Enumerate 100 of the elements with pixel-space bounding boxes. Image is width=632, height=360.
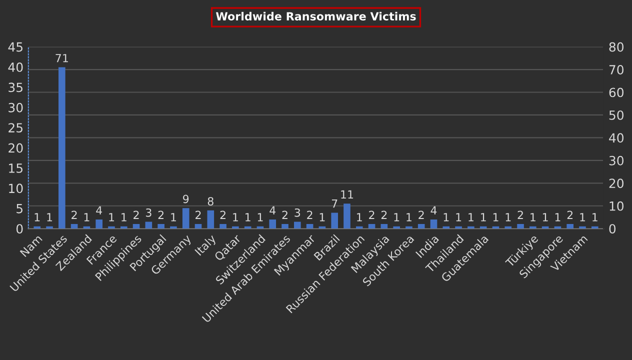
data-label: 1 bbox=[468, 213, 474, 222]
data-label: 4 bbox=[430, 206, 437, 214]
y2-tick-label: 70 bbox=[609, 64, 624, 74]
bar bbox=[591, 226, 598, 229]
data-label: 1 bbox=[47, 213, 52, 222]
bar bbox=[145, 222, 152, 229]
chart-title: Worldwide Ransomware Victims bbox=[216, 12, 416, 21]
bar bbox=[344, 204, 350, 229]
data-label: 4 bbox=[96, 206, 102, 214]
data-label: 1 bbox=[246, 213, 250, 222]
bar bbox=[282, 224, 288, 229]
data-label: 2 bbox=[418, 210, 424, 219]
data-label: 1 bbox=[542, 213, 548, 222]
bar bbox=[566, 224, 574, 229]
data-label: 7 bbox=[332, 200, 338, 208]
bar bbox=[468, 226, 474, 229]
data-label: 2 bbox=[307, 210, 312, 219]
bar bbox=[232, 226, 239, 229]
y2-tick-label: 30 bbox=[609, 156, 624, 166]
y-tick-label: 0 bbox=[16, 224, 23, 234]
data-label: 11 bbox=[341, 190, 354, 199]
data-label: 1 bbox=[357, 213, 362, 222]
data-label: 4 bbox=[270, 206, 276, 214]
y-tick-label: 35 bbox=[8, 82, 22, 92]
bar bbox=[504, 226, 512, 229]
bar bbox=[182, 208, 190, 229]
data-label: 71 bbox=[56, 54, 68, 62]
bar bbox=[58, 67, 66, 229]
y-tick-label: 45 bbox=[8, 42, 22, 52]
data-label: 1 bbox=[122, 213, 126, 222]
bar bbox=[393, 226, 400, 229]
data-label: 1 bbox=[456, 213, 462, 222]
data-label: 1 bbox=[34, 213, 40, 222]
data-label: 2 bbox=[381, 210, 387, 219]
y-tick-label: 20 bbox=[8, 143, 23, 153]
data-label: 1 bbox=[530, 213, 536, 222]
y2-tick-label: 20 bbox=[609, 178, 624, 188]
data-label: 1 bbox=[320, 213, 325, 222]
data-label: 1 bbox=[84, 213, 90, 222]
bar bbox=[442, 226, 450, 229]
y2-tick-label: 10 bbox=[610, 201, 624, 211]
data-label: 1 bbox=[394, 213, 400, 222]
bar bbox=[194, 224, 202, 229]
bar bbox=[207, 210, 214, 229]
data-label: 1 bbox=[592, 213, 598, 222]
y-tick-label: 10 bbox=[9, 184, 23, 194]
data-label: 8 bbox=[208, 197, 214, 206]
bar bbox=[120, 226, 128, 229]
data-label: 2 bbox=[369, 210, 374, 219]
data-label: 1 bbox=[444, 213, 449, 222]
data-label: 2 bbox=[158, 210, 164, 219]
data-label: 1 bbox=[233, 213, 238, 222]
bar bbox=[380, 224, 388, 229]
data-label: 1 bbox=[171, 213, 176, 222]
y2-tick-label: 40 bbox=[609, 133, 624, 143]
data-label: 1 bbox=[506, 213, 511, 222]
bar bbox=[455, 226, 462, 229]
y2-tick-label: 50 bbox=[609, 110, 624, 120]
bar bbox=[170, 226, 177, 229]
data-label: 2 bbox=[196, 210, 201, 219]
data-label: 1 bbox=[406, 213, 412, 222]
bar bbox=[34, 226, 41, 229]
bar bbox=[406, 226, 412, 229]
data-label: 2 bbox=[282, 210, 288, 219]
bar bbox=[430, 220, 438, 229]
data-label: 3 bbox=[294, 208, 300, 217]
bar bbox=[294, 222, 301, 229]
data-label: 1 bbox=[493, 213, 498, 222]
bar bbox=[269, 220, 276, 229]
bar bbox=[220, 224, 226, 229]
bar bbox=[306, 224, 314, 229]
bar bbox=[70, 224, 78, 229]
y-tick-label: 40 bbox=[8, 62, 23, 72]
bar bbox=[517, 224, 524, 229]
bar bbox=[158, 224, 164, 229]
bar bbox=[132, 224, 140, 229]
y-tick-label: 15 bbox=[9, 164, 22, 173]
bar bbox=[418, 224, 425, 229]
data-label: 1 bbox=[580, 213, 585, 222]
data-label: 3 bbox=[146, 208, 152, 217]
bar bbox=[96, 220, 102, 229]
y-tick-label: 25 bbox=[8, 123, 22, 133]
bar bbox=[108, 226, 115, 229]
bar bbox=[331, 212, 338, 229]
y-tick-label: 30 bbox=[8, 102, 23, 112]
y-tick-label: 5 bbox=[16, 204, 22, 214]
bar bbox=[368, 224, 376, 229]
data-label: 2 bbox=[72, 210, 77, 219]
data-label: 1 bbox=[555, 213, 560, 222]
data-label: 1 bbox=[109, 213, 114, 222]
data-label: 1 bbox=[481, 213, 486, 222]
data-label: 2 bbox=[567, 210, 573, 219]
bar bbox=[46, 226, 53, 229]
data-label: 1 bbox=[258, 213, 263, 222]
y2-tick-label: 0 bbox=[609, 224, 616, 234]
y2-tick-label: 60 bbox=[609, 88, 624, 98]
bar bbox=[356, 226, 363, 229]
bar bbox=[579, 226, 586, 229]
data-label: 2 bbox=[134, 210, 139, 219]
bar bbox=[530, 226, 536, 229]
